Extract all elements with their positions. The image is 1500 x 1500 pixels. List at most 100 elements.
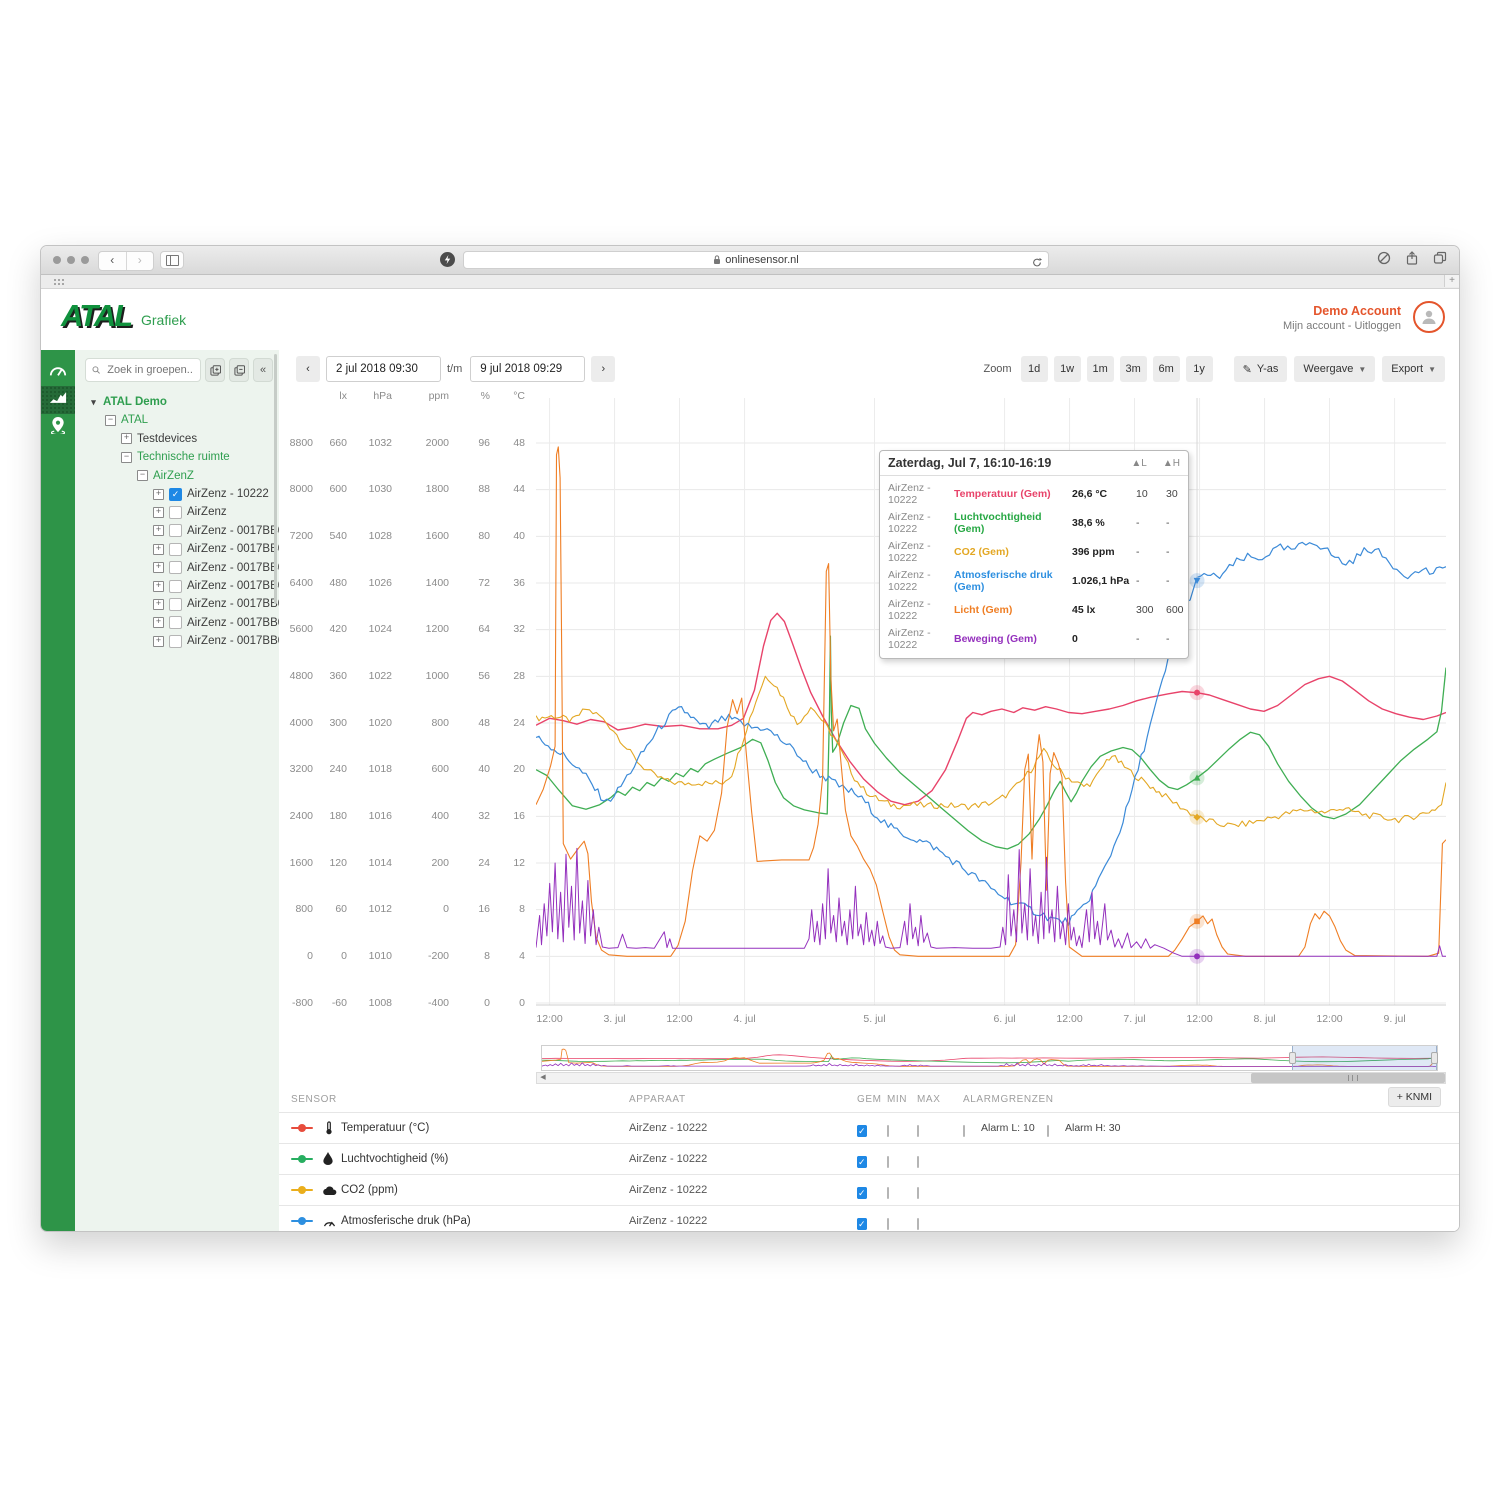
account-name[interactable]: Demo Account [1313, 304, 1401, 318]
close-window-button[interactable] [53, 256, 61, 264]
date-to-input[interactable] [470, 356, 586, 382]
navigator[interactable] [541, 1045, 1438, 1071]
navigator-handle-left[interactable] [1289, 1052, 1296, 1064]
atal-logo[interactable]: ATAL [61, 298, 133, 333]
collapse-node-icon[interactable]: − [105, 414, 116, 426]
tree-item[interactable]: + ✓ AirZenz - 10222 [153, 485, 269, 503]
extension-badge-icon[interactable] [440, 252, 455, 267]
checkbox-max-box[interactable] [917, 1125, 919, 1137]
alarm-checkbox-box[interactable] [1047, 1125, 1049, 1137]
expand-node-icon[interactable]: + [153, 562, 164, 574]
checkbox-gem-box[interactable]: ✓ [857, 1125, 867, 1137]
alarm-checkbox[interactable] [1047, 1121, 1049, 1139]
zoom-preset-1d[interactable]: 1d [1020, 356, 1048, 382]
tree-item[interactable]: + AirZenz - 0017BB0000010225 [153, 522, 279, 540]
expand-node-icon[interactable]: + [153, 580, 164, 592]
device-checkbox[interactable] [169, 505, 182, 519]
zoom-preset-1m[interactable]: 1m [1086, 356, 1114, 382]
forward-button[interactable]: › [125, 252, 154, 270]
sidebar-toggle-button[interactable] [160, 251, 184, 269]
device-checkbox[interactable] [169, 524, 182, 538]
tree-scrollbar[interactable] [274, 354, 277, 604]
zoom-preset-3m[interactable]: 3m [1119, 356, 1147, 382]
tree-item[interactable]: + Testdevices [121, 430, 197, 448]
tree-item[interactable]: ▾ ATAL Demo [89, 393, 167, 411]
collapse-panel-button[interactable]: « [253, 358, 273, 382]
expand-node-icon[interactable]: + [153, 525, 164, 537]
nav-item-speedometer[interactable] [41, 358, 75, 386]
expand-node-icon[interactable]: + [153, 598, 164, 610]
nav-item-map-pin[interactable] [41, 414, 75, 442]
weergave-dropdown[interactable]: Weergave ▼ [1294, 356, 1376, 382]
avatar[interactable] [1413, 301, 1445, 333]
checkbox-min[interactable] [887, 1183, 889, 1201]
tree-item[interactable]: + AirZenz - 0017BB0000010228 [153, 577, 279, 595]
reload-icon[interactable] [1032, 255, 1042, 273]
checkbox-max[interactable] [917, 1152, 919, 1170]
tree-item[interactable]: + AirZenz - 0017BB000001022B [153, 632, 279, 650]
tree-item[interactable]: + AirZenz - 0017BB0000010229 [153, 595, 279, 613]
maximize-window-button[interactable] [81, 256, 89, 264]
expand-node-icon[interactable]: + [153, 617, 164, 629]
checkbox-gem[interactable]: ✓ [857, 1214, 867, 1231]
date-from-input[interactable] [326, 356, 441, 382]
chart-plot[interactable] [535, 398, 1447, 1010]
checkbox-gem[interactable]: ✓ [857, 1121, 867, 1139]
navigator-selection[interactable] [1292, 1046, 1437, 1070]
url-bar[interactable]: onlinesensor.nl [463, 251, 1049, 269]
zoom-preset-6m[interactable]: 6m [1152, 356, 1180, 382]
checkbox-min-box[interactable] [887, 1156, 889, 1168]
export-dropdown[interactable]: Export ▼ [1382, 356, 1445, 382]
device-checkbox[interactable] [169, 616, 182, 630]
group-search[interactable] [85, 358, 201, 382]
chart-scrollbar[interactable]: ◀ ▶ [536, 1072, 1446, 1084]
back-button[interactable]: ‹ [110, 253, 115, 267]
scrollbar-thumb[interactable] [1251, 1073, 1445, 1083]
checkbox-min[interactable] [887, 1121, 889, 1139]
navigator-handle-right[interactable] [1431, 1052, 1438, 1064]
new-tab-button[interactable]: + [1444, 275, 1459, 287]
device-checkbox[interactable] [169, 561, 182, 575]
tree-item[interactable]: − AirZenZ [137, 467, 194, 485]
zoom-preset-1y[interactable]: 1y [1185, 356, 1213, 382]
expand-all-button[interactable] [205, 358, 225, 382]
checkbox-max[interactable] [917, 1183, 919, 1201]
checkbox-min-box[interactable] [887, 1218, 889, 1230]
tree-item[interactable]: + AirZenz [153, 503, 227, 521]
tree-item[interactable]: + AirZenz - 0017BB0000010227 [153, 559, 279, 577]
checkbox-gem[interactable]: ✓ [857, 1152, 867, 1170]
tree-item[interactable]: + AirZenz - 0017BB000001022A [153, 614, 279, 632]
expand-node-icon[interactable]: + [153, 635, 164, 647]
expand-node-icon[interactable]: + [153, 506, 164, 518]
checkbox-min-box[interactable] [887, 1125, 889, 1137]
checkbox-gem-box[interactable]: ✓ [857, 1187, 867, 1199]
checkbox-min[interactable] [887, 1214, 889, 1231]
tree-item[interactable]: + AirZenz - 0017BB0000010226 [153, 540, 279, 558]
collapse-all-button[interactable] [229, 358, 249, 382]
collapse-node-icon[interactable]: − [137, 470, 148, 482]
expand-node-icon[interactable]: + [121, 433, 132, 445]
bookmarks-grid-icon[interactable] [53, 278, 66, 286]
collapse-node-icon[interactable]: − [121, 451, 132, 463]
prev-range-button[interactable]: ‹ [296, 356, 320, 382]
checkbox-min-box[interactable] [887, 1187, 889, 1199]
chevron-down-icon[interactable]: ▾ [91, 396, 96, 407]
account-links[interactable]: Mijn account - Uitloggen [1282, 320, 1401, 332]
tree-item[interactable]: − ATAL [105, 411, 148, 429]
zoom-preset-1w[interactable]: 1w [1053, 356, 1081, 382]
device-checkbox[interactable] [169, 597, 182, 611]
checkbox-max[interactable] [917, 1214, 919, 1231]
device-checkbox[interactable] [169, 579, 182, 593]
content-blocker-icon[interactable] [1377, 251, 1391, 265]
search-input[interactable] [105, 363, 194, 377]
alarm-checkbox[interactable] [963, 1121, 965, 1139]
share-icon[interactable] [1405, 251, 1419, 265]
device-checkbox[interactable]: ✓ [169, 487, 182, 501]
tabs-icon[interactable] [1433, 251, 1447, 265]
checkbox-max-box[interactable] [917, 1218, 919, 1230]
device-checkbox[interactable] [169, 634, 182, 648]
nav-item-area-chart[interactable] [41, 386, 75, 414]
expand-node-icon[interactable]: + [153, 543, 164, 555]
checkbox-min[interactable] [887, 1152, 889, 1170]
minimize-window-button[interactable] [67, 256, 75, 264]
